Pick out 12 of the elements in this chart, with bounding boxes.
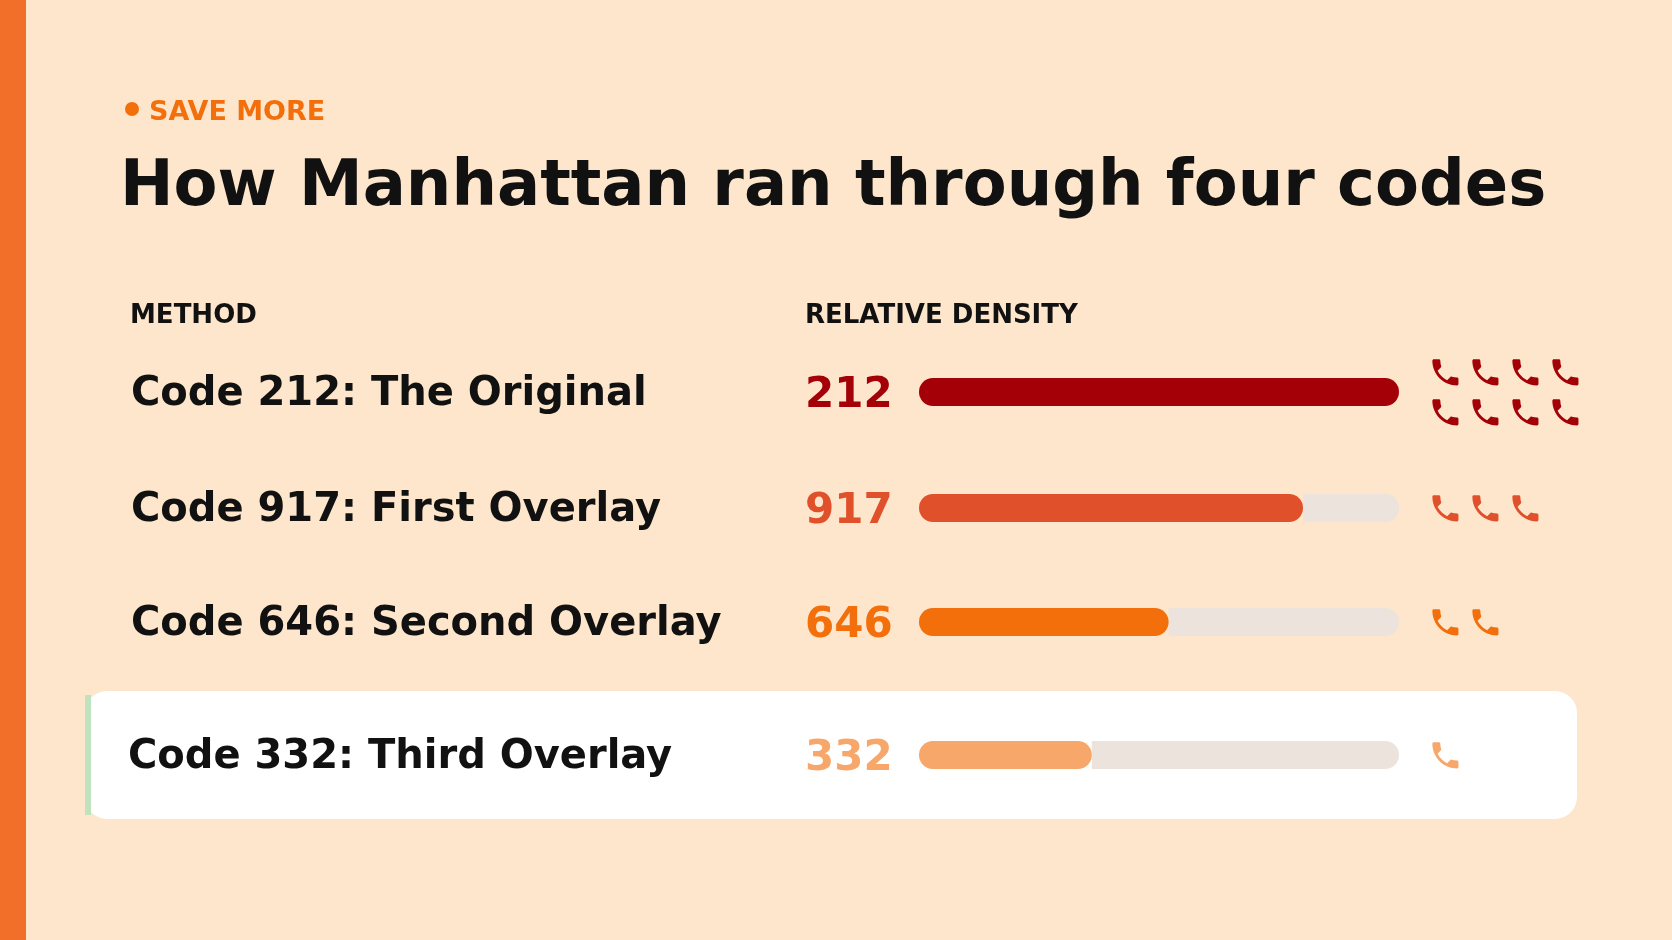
y-tick-label: Code 917: First Overlay — [131, 484, 662, 530]
y-axis-title: METHOD — [130, 299, 257, 329]
text: 212 — [805, 368, 893, 417]
text: 332 — [805, 731, 893, 780]
y-tick-label: Code 646: Second Overlay — [131, 598, 722, 644]
x-axis-title: RELATIVE DENSITY — [805, 299, 1080, 329]
text: SAVE MORE — [149, 95, 326, 126]
y-tick-label: Code 212: The Original — [131, 368, 647, 414]
text: 917 — [805, 484, 893, 533]
text: 646 — [805, 598, 893, 647]
chart-title: How Manhattan ran through four codes — [120, 146, 1547, 220]
y-tick-label: Code 332: Third Overlay — [128, 731, 673, 777]
